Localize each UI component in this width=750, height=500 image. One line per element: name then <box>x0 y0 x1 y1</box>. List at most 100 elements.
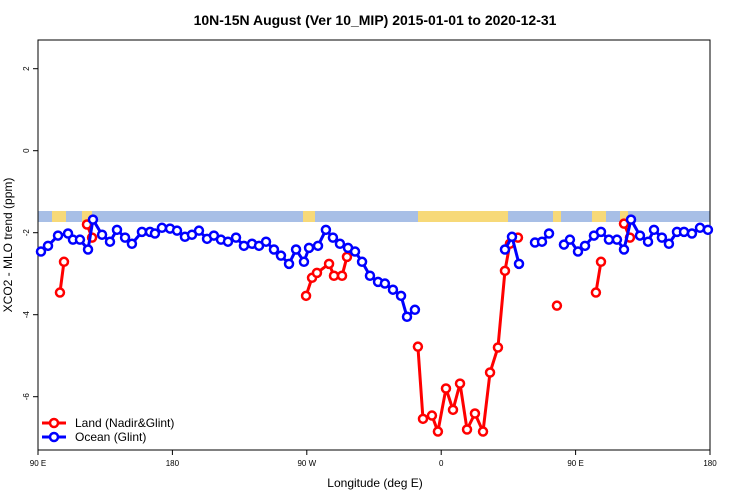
y-tick-label: -4 <box>22 311 31 319</box>
chart-title: 10N-15N August (Ver 10_MIP) 2015-01-01 t… <box>194 12 557 28</box>
data-point <box>625 214 637 225</box>
land-mask-band <box>38 211 710 222</box>
data-point <box>136 226 148 238</box>
data-point <box>238 240 250 252</box>
data-point <box>104 236 116 247</box>
data-point <box>171 225 183 236</box>
mask-land <box>620 211 628 222</box>
data-point <box>395 290 407 302</box>
data-point <box>87 214 99 225</box>
data-point <box>634 230 646 241</box>
data-point <box>618 244 630 255</box>
data-point <box>52 230 64 241</box>
data-point <box>536 236 548 247</box>
data-point <box>551 300 563 311</box>
data-point <box>417 413 429 425</box>
data-point <box>54 287 66 298</box>
data-point <box>564 234 576 245</box>
data-point <box>461 424 473 435</box>
data-point <box>336 270 348 281</box>
data-point <box>42 240 54 252</box>
data-point <box>356 256 368 268</box>
x-tick-label: 180 <box>166 459 180 468</box>
data-point <box>603 234 615 245</box>
data-point <box>298 256 310 268</box>
data-point <box>149 228 161 239</box>
data-point <box>506 231 518 243</box>
data-point <box>447 404 459 416</box>
data-point <box>156 222 168 234</box>
x-axis-label: Longitude (deg E) <box>327 476 422 490</box>
data-point <box>119 232 131 243</box>
data-point <box>702 224 714 236</box>
data-point <box>663 238 675 250</box>
mask-land <box>52 211 66 222</box>
plot-frame <box>37 39 711 451</box>
data-point <box>111 224 123 236</box>
data-point <box>74 234 86 245</box>
data-point <box>35 246 47 257</box>
data-point <box>193 225 205 236</box>
data-point <box>379 278 391 289</box>
data-point <box>499 265 511 277</box>
data-point <box>275 250 287 261</box>
data-point <box>96 229 108 240</box>
data-point <box>686 228 698 239</box>
data-point <box>656 232 668 243</box>
data-point <box>492 342 504 353</box>
data-point <box>320 224 332 236</box>
data-point <box>300 290 312 302</box>
y-axis-label: XCO2 - MLO trend (ppm) <box>1 178 15 313</box>
x-tick-label: 90 W <box>297 459 316 468</box>
data-point <box>82 244 94 255</box>
data-point <box>260 236 272 247</box>
data-point <box>327 232 339 243</box>
data-point <box>454 378 466 389</box>
mask-land <box>592 211 606 222</box>
y-tick-label: -6 <box>22 393 31 401</box>
data-point <box>572 246 584 257</box>
data-point <box>426 410 438 421</box>
data-point <box>222 236 234 247</box>
x-tick-label: 180 <box>703 459 717 468</box>
x-tick-label: 0 <box>439 459 444 468</box>
data-point <box>590 287 602 298</box>
data-point <box>401 311 413 322</box>
x-tick-label: 90 E <box>30 459 46 468</box>
data-point <box>642 236 654 247</box>
data-point <box>303 242 315 254</box>
data-point <box>484 367 496 378</box>
data-point <box>499 244 511 255</box>
legend-marker <box>48 417 60 429</box>
mask-land <box>553 211 561 222</box>
data-point <box>513 258 525 270</box>
data-point <box>409 304 421 316</box>
legend-marker <box>48 431 60 443</box>
data-point <box>334 238 346 250</box>
mask-land <box>82 211 92 222</box>
data-point <box>312 240 324 252</box>
legend-label: Land (Nadir&Glint) <box>75 416 174 430</box>
data-point <box>579 240 591 252</box>
data-point <box>290 244 302 255</box>
data-point <box>432 426 444 437</box>
data-point <box>341 251 353 263</box>
legend-label: Ocean (Glint) <box>75 430 146 444</box>
data-point <box>328 270 340 281</box>
data-point <box>58 256 70 268</box>
y-tick-label: 0 <box>22 148 31 153</box>
data-point <box>364 270 376 281</box>
legend: Land (Nadir&Glint)Ocean (Glint) <box>42 416 174 444</box>
data-point <box>311 267 323 279</box>
data-point <box>595 226 607 238</box>
mask-land <box>418 211 508 222</box>
data-point <box>611 234 623 245</box>
data-point <box>230 232 242 243</box>
data-point <box>543 228 555 239</box>
y-tick-label: 2 <box>22 66 31 71</box>
data-point <box>469 408 481 419</box>
data-point <box>323 258 335 270</box>
data-point <box>268 244 280 255</box>
